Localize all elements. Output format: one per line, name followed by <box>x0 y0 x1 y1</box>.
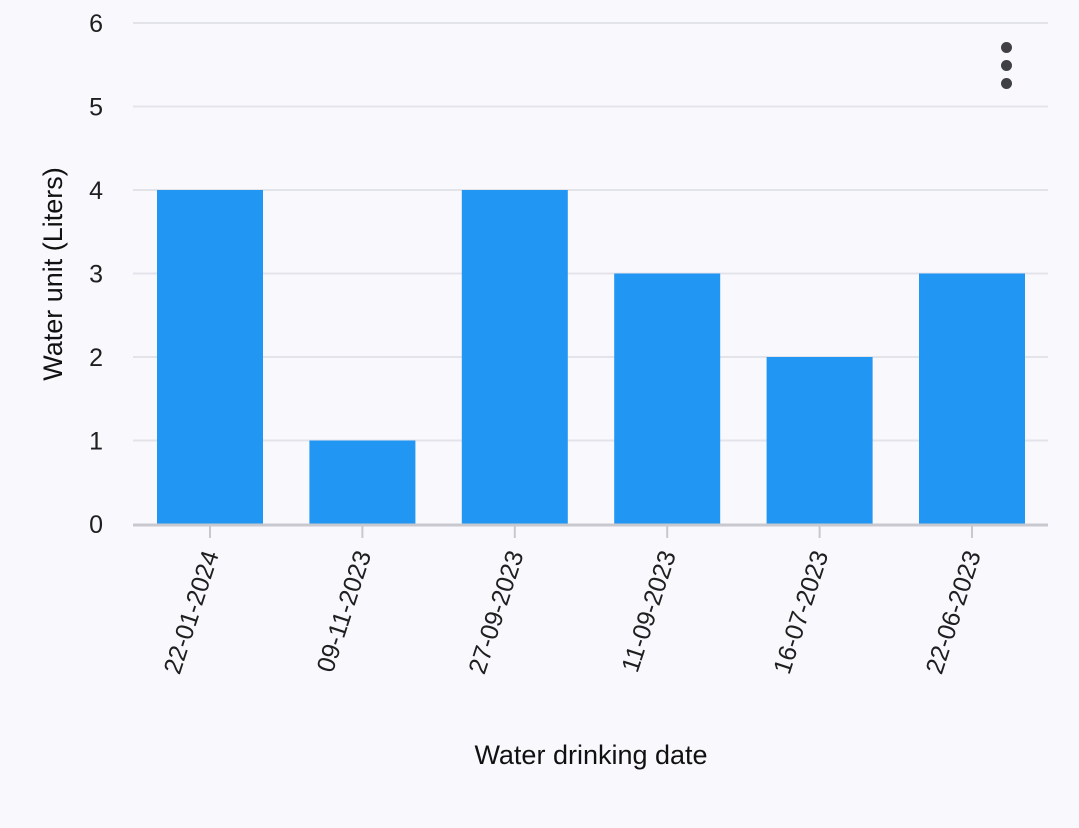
x-axis-ticks: 22-01-2024 09-11-2023 27-09-2023 11-09-2023… <box>159 526 987 677</box>
x-tick-label: 16-07-2023 <box>768 547 834 677</box>
x-axis-title: Water drinking date <box>474 740 707 770</box>
y-tick-label: 4 <box>89 177 103 205</box>
more-vert-icon <box>988 38 1026 94</box>
bar <box>919 273 1025 524</box>
x-tick-label: 11-09-2023 <box>616 547 682 676</box>
y-tick-label: 5 <box>89 94 103 122</box>
bar <box>309 440 416 524</box>
more-options-button[interactable] <box>988 38 1026 94</box>
y-tick-label: 2 <box>89 344 103 372</box>
gridlines <box>133 22 1048 442</box>
bar <box>461 190 568 524</box>
y-tick-label: 0 <box>89 511 103 539</box>
x-tick-label: 09-11-2023 <box>312 547 378 676</box>
x-tick-label: 22-06-2023 <box>921 547 987 677</box>
y-axis-title: Water unit (Liters) <box>38 167 68 381</box>
x-tick-label: 27-09-2023 <box>463 547 529 677</box>
bar <box>157 190 263 524</box>
y-tick-label: 1 <box>89 428 103 456</box>
y-axis-ticks: 0 1 2 3 4 5 6 <box>89 10 103 539</box>
x-tick-label: 22-01-2024 <box>159 547 225 677</box>
bar <box>766 357 873 524</box>
bars <box>157 190 1025 524</box>
y-tick-label: 6 <box>89 10 103 38</box>
y-tick-label: 3 <box>89 261 103 289</box>
bar <box>614 273 721 524</box>
